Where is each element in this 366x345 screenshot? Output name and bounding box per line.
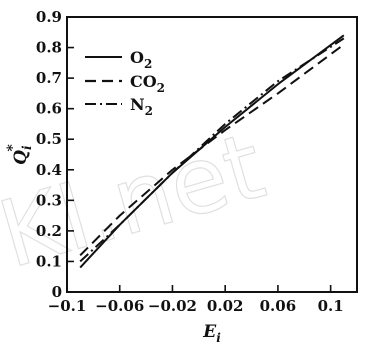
x-tick-label: 0.1: [318, 297, 344, 315]
x-tick-label: 0.02: [207, 297, 244, 315]
x-tick-label: −0.02: [148, 297, 197, 315]
axis-ticks: [66, 16, 332, 293]
x-axis-label-base: E: [202, 322, 217, 342]
legend-label-o2: O2: [130, 48, 152, 71]
legend-label-co2: CO2: [130, 72, 165, 95]
y-tick-label: 0.9: [36, 8, 62, 26]
y-axis-label-sup: *: [5, 143, 21, 151]
x-tick-label: −0.1: [48, 297, 87, 315]
series-lines: [79, 34, 345, 269]
y-tick-label: 0.7: [36, 69, 62, 87]
x-tick-label: 0.06: [260, 297, 297, 315]
y-tick-label: 0: [52, 283, 62, 301]
legend-label-n2: N2: [130, 95, 153, 118]
y-tick-label: 0.4: [36, 161, 62, 179]
plot-frame: [66, 16, 358, 293]
legend: O2 CO2 N2: [85, 48, 165, 118]
x-tick-label: −0.06: [95, 297, 144, 315]
y-tick-label: 0.8: [36, 39, 62, 57]
x-axis-label-sub: i: [216, 331, 221, 345]
series-line-co2: [79, 43, 345, 257]
y-axis-label: Qi*: [5, 143, 34, 164]
y-tick-label: 0.1: [36, 252, 62, 270]
y-tick-label: 0.3: [36, 191, 62, 209]
y-axis-label-sub: i: [20, 145, 34, 150]
x-axis-label: Ei: [202, 322, 221, 345]
y-axis-label-base: Q: [11, 150, 31, 165]
y-tick-label: 0.5: [36, 130, 62, 148]
y-tick-label: 0.2: [36, 222, 62, 240]
series-line-n2: [79, 37, 345, 263]
y-tick-label: 0.6: [36, 100, 62, 118]
tick-labels: −0.1 −0.06 −0.02 0.02 0.06 0.1 0 0.1 0.2 0.3 0.4 0.…: [36, 8, 344, 315]
